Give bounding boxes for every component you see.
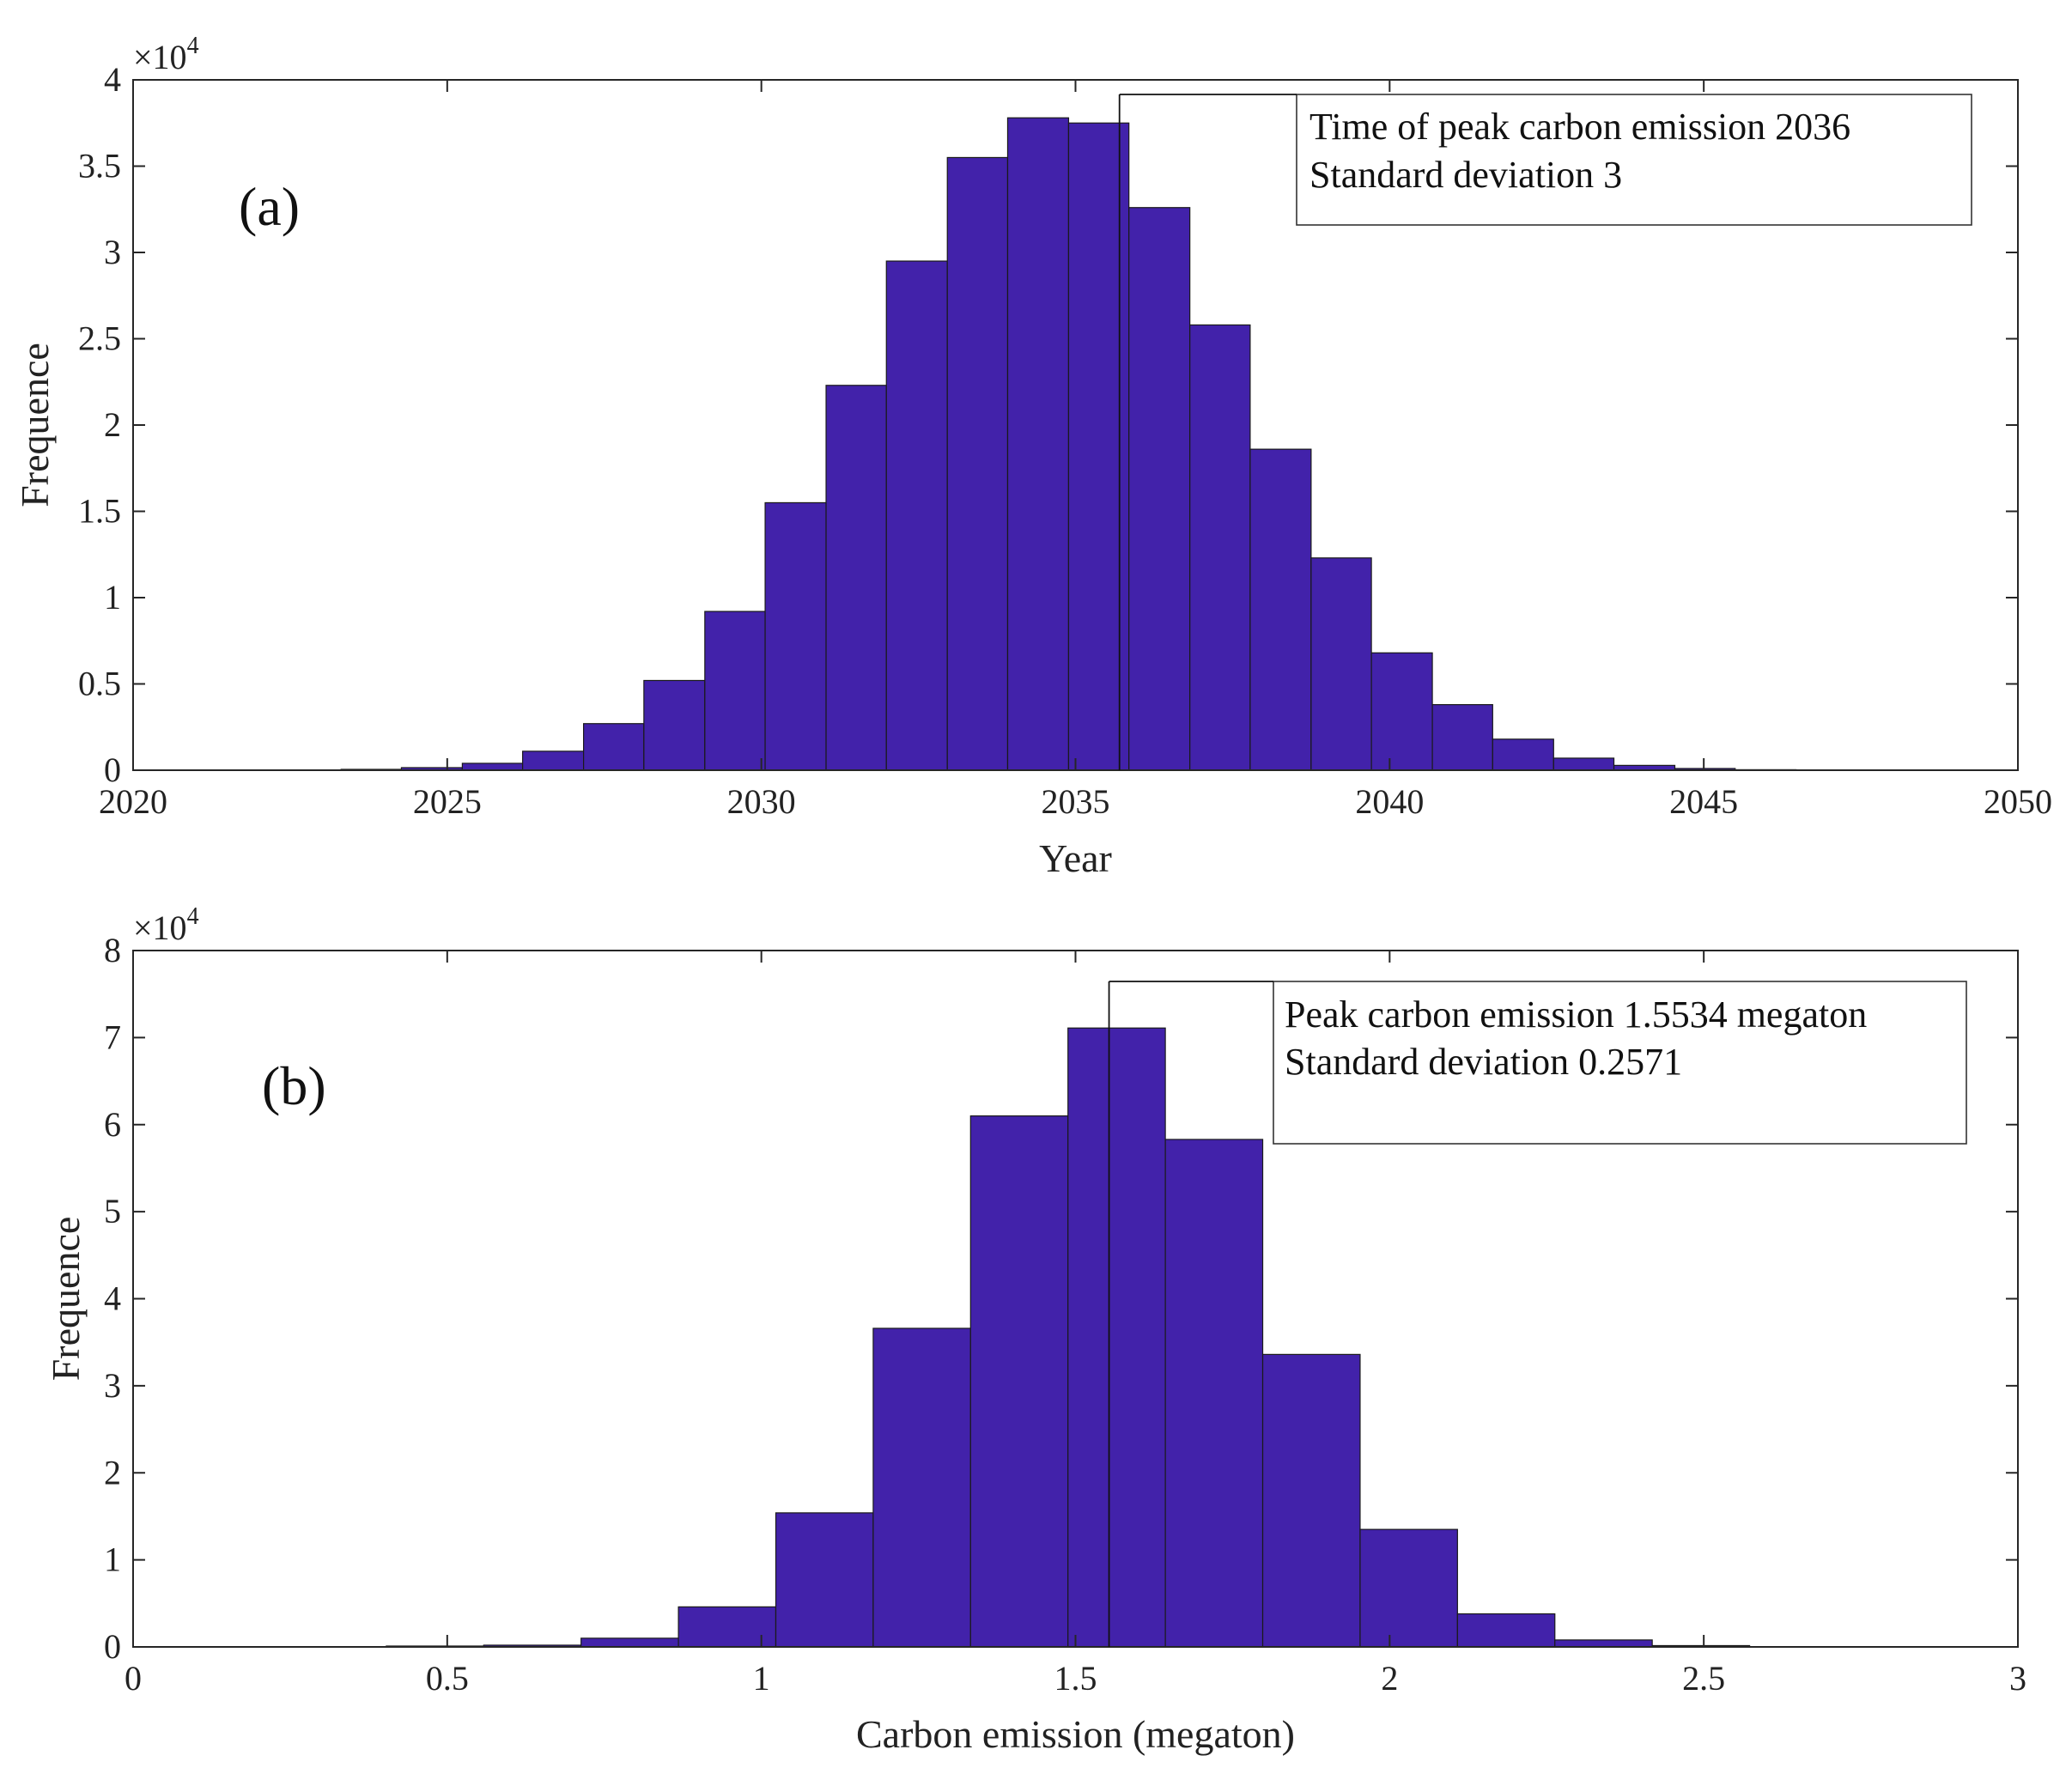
panel-b-bar-10 — [1261, 1353, 1361, 1648]
panel-a-bar-19 — [1189, 324, 1251, 771]
panel-b-x-tick-label-7: 3 — [2009, 1659, 2026, 1698]
panel-b-x-tick-label-6: 2.5 — [1682, 1659, 1725, 1698]
panel-a-x-tick-label-6: 2045 — [1669, 782, 1738, 821]
panel-a-y-tick-label-6: 2.5 — [78, 319, 121, 358]
panel-a-x-tick-label-4: 2035 — [1042, 782, 1110, 821]
panel-a-bar-22 — [1370, 652, 1433, 771]
panel-a-y-axis-label: Frequence — [13, 343, 57, 507]
panel-b-y-tick-label-8: 7 — [104, 1018, 121, 1056]
panel-a-bar-18 — [1128, 207, 1191, 771]
panel-b-x-tick-labels: 0 0.5 1 1.5 2 2.5 3 — [125, 1659, 2026, 1698]
panel-a-bar-15 — [946, 156, 1009, 771]
panel-a-x-tick-label-2: 2025 — [413, 782, 482, 821]
panel-a-y-exponent-base: ×10 — [133, 38, 187, 76]
panel-b-y-axis-label: Frequence — [44, 1217, 88, 1382]
panel-b-bar-13 — [1554, 1639, 1653, 1648]
panel-b-y-tick-label-9: 8 — [104, 931, 121, 969]
panel-b-x-tick-label-3: 1 — [753, 1659, 770, 1698]
panel-b-bar-8 — [1067, 1027, 1166, 1648]
panel-a-x-tick-label-1: 2020 — [99, 782, 167, 821]
panel-a-bar-11 — [704, 611, 766, 771]
panel-a-y-exponent-power: 4 — [187, 33, 199, 59]
panel-a-y-tick-label-1: 0 — [104, 750, 121, 789]
panel-b-y-tick-label-7: 6 — [104, 1105, 121, 1144]
panel-a-bar-16 — [1006, 117, 1070, 771]
panel-b-x-tick-label-4: 1.5 — [1054, 1659, 1097, 1698]
panel-b-x-tick-label-5: 2 — [1381, 1659, 1398, 1698]
panel-b-bars — [386, 1027, 1751, 1648]
panel-a-x-tick-label-5: 2040 — [1355, 782, 1424, 821]
panel-a-bar-10 — [643, 679, 706, 771]
panel-a-bar-25 — [1552, 757, 1615, 771]
panel-a-bar-24 — [1492, 738, 1554, 771]
panel-a-bar-14 — [885, 260, 948, 771]
panel-b-y-tick-label-1: 0 — [104, 1627, 121, 1666]
panel-b-axes-frame — [132, 950, 2019, 1648]
panel-a-y-tick-label-5: 2 — [104, 405, 121, 444]
panel-b-y-tick-label-4: 3 — [104, 1366, 121, 1405]
panel-a-bar-8 — [522, 750, 585, 771]
panel-b-x-axis-label: Carbon emission (megaton) — [856, 1712, 1295, 1756]
panel-a-y-tick-label-3: 1 — [104, 578, 121, 617]
panel-a-bar-23 — [1431, 704, 1493, 771]
panel-a-y-tick-labels: 0 0.5 1 1.5 2 2.5 3 3.5 4 — [78, 60, 121, 789]
panel-a-bar-9 — [583, 723, 645, 771]
panel-b-y-exponent-base: ×10 — [133, 908, 187, 947]
panel-a-annotation-line-2: Standard deviation 3 — [1309, 154, 1622, 196]
panel-b-bar-12 — [1456, 1613, 1556, 1648]
panel-a-y-exponent: ×104 — [133, 33, 199, 76]
panel-a-bar-20 — [1249, 448, 1312, 771]
panel-a-bar-21 — [1310, 557, 1372, 771]
panel-b-y-tick-label-2: 1 — [104, 1540, 121, 1579]
panel-b-bar-9 — [1164, 1139, 1264, 1648]
panel-a-x-tick-label-7: 2050 — [1984, 782, 2052, 821]
panel-b-y-tick-label-5: 4 — [104, 1279, 121, 1318]
panel-b-annotation-line-1: Peak carbon emission 1.5534 megaton — [1285, 993, 1867, 1036]
panel-a-annotation-box — [1296, 94, 1972, 226]
panel-a-axes-frame — [132, 79, 2019, 771]
panel-a-y-tick-label-2: 0.5 — [78, 665, 121, 703]
panel-b-y-tick-label-3: 2 — [104, 1453, 121, 1491]
panel-a-x-tick-labels: 2020 2025 2030 2035 2040 2045 2050 — [99, 782, 2052, 821]
panel-b-y-exponent-power: 4 — [187, 903, 199, 930]
panel-a-x-axis-label: Year — [1039, 836, 1112, 880]
panel-b-label: (b) — [262, 1055, 326, 1116]
panel-b-y-tick-labels: 0 1 2 3 4 5 6 7 8 — [104, 931, 121, 1666]
panel-b-bar-7 — [969, 1115, 1069, 1648]
panel-a-chart: (a) ×104 2020 2025 2030 2035 2040 2045 2050 00… — [13, 33, 2052, 880]
panel-b-y-exponent: ×104 — [133, 903, 199, 947]
panel-b-annotation-box — [1273, 981, 1967, 1145]
panel-a-bar-7 — [461, 762, 524, 771]
panel-a-y-tick-label-9: 4 — [104, 60, 121, 99]
panel-b-y-tick-label-6: 5 — [104, 1192, 121, 1230]
panel-a-y-tick-label-4: 1.5 — [78, 492, 121, 531]
panel-b-x-tick-label-1: 0 — [125, 1659, 142, 1698]
panel-b-bar-6 — [872, 1327, 971, 1648]
panel-b-bar-3 — [580, 1637, 679, 1648]
panel-b-annotation-line-2: Standard deviation 0.2571 — [1285, 1041, 1682, 1083]
panel-b-bar-11 — [1359, 1528, 1458, 1648]
panel-a-x-tick-label-3: 2030 — [727, 782, 796, 821]
panel-b-x-tick-label-2: 0.5 — [426, 1659, 469, 1698]
panel-a-y-tick-label-8: 3.5 — [78, 147, 121, 185]
panel-a-label: (a) — [239, 176, 300, 237]
panel-a-bar-13 — [825, 385, 887, 771]
panel-a-y-tick-label-7: 3 — [104, 233, 121, 271]
panel-a-annotation-line-1: Time of peak carbon emission 2036 — [1309, 106, 1850, 148]
panel-a-bar-12 — [764, 501, 827, 771]
panel-b-bar-4 — [678, 1606, 777, 1648]
panel-b-bar-5 — [775, 1512, 874, 1648]
